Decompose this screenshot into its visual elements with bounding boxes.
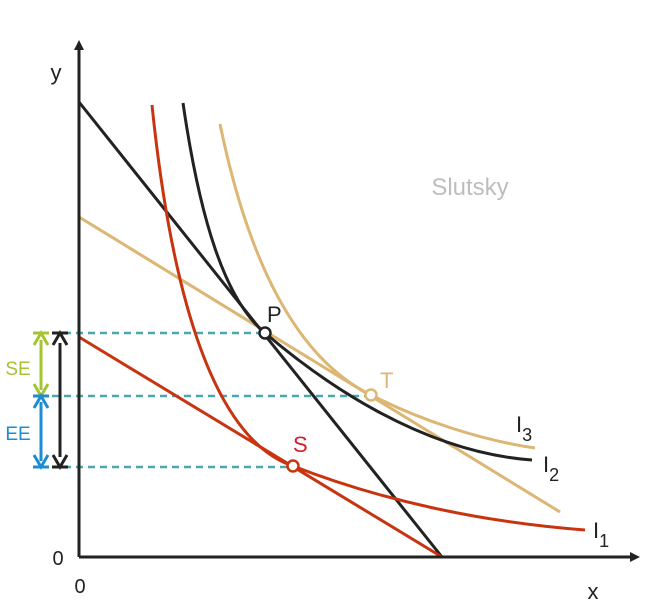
curve-main: I (516, 412, 522, 437)
se-label: SE (5, 359, 30, 380)
indifference-curve-3 (218, 123, 536, 450)
curve-label-2: I2 (543, 452, 559, 485)
ee-label: EE (5, 424, 30, 445)
budget-line-compensated (78, 215, 561, 514)
point-p-label: P (267, 302, 282, 327)
curve-main: I (593, 518, 599, 543)
y-origin-label: 0 (52, 548, 63, 570)
point-p (258, 326, 272, 340)
guides (40, 331, 368, 469)
x-origin-label: 0 (74, 576, 85, 598)
point-s (286, 459, 300, 473)
curve-main: I (543, 452, 549, 477)
effect-arrows (32, 330, 69, 470)
title: Slutsky (431, 174, 508, 201)
curve-sub: 2 (549, 465, 559, 485)
total-effect-heads (51, 330, 69, 470)
x-axis-label: x (588, 579, 599, 604)
y-axis-label: y (51, 60, 62, 85)
ee-heads (32, 393, 50, 470)
curve-sub: 1 (599, 531, 609, 551)
curve-sub: 3 (522, 425, 532, 445)
curve-label-3: I3 (516, 412, 532, 445)
indifference-curve-2 (181, 102, 533, 462)
curve-label-1: I1 (593, 518, 609, 551)
point-s-label: S (293, 432, 308, 457)
point-t (364, 388, 378, 402)
point-t-label: T (380, 368, 393, 393)
